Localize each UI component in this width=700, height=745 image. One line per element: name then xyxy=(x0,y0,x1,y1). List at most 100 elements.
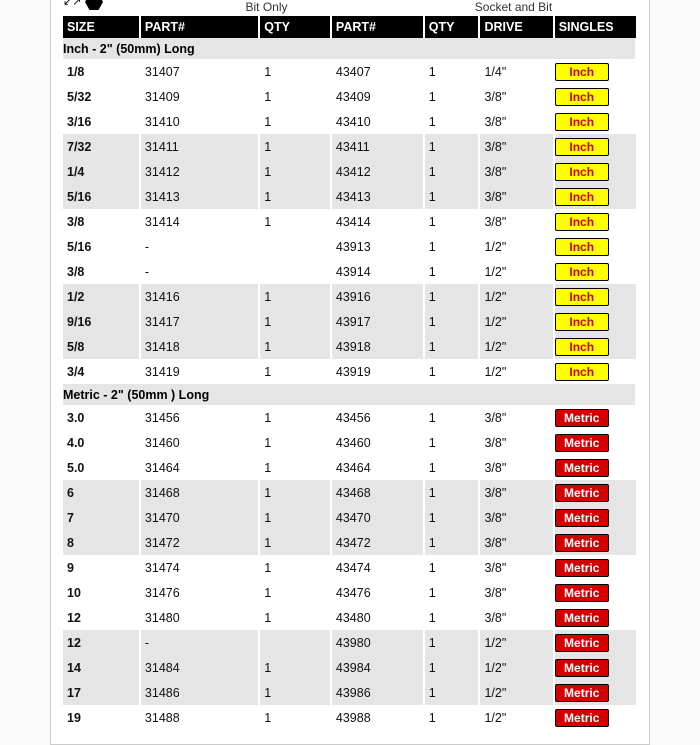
cell-drive: 3/8" xyxy=(479,455,553,480)
cell-tag: Inch xyxy=(554,259,636,284)
unit-tag: Inch xyxy=(555,213,609,231)
cell-qty1: 1 xyxy=(259,605,331,630)
cell-size: 4.0 xyxy=(63,430,140,455)
section-row: Metric - 2" (50mm ) Long xyxy=(63,384,636,405)
cell-part2: 43986 xyxy=(331,680,424,705)
section-row: Inch - 2" (50mm) Long xyxy=(63,38,636,59)
cell-qty2: 1 xyxy=(424,234,480,259)
cell-tag: Metric xyxy=(554,680,636,705)
cell-drive: 1/2" xyxy=(479,359,553,384)
cell-part2: 43918 xyxy=(331,334,424,359)
unit-tag: Metric xyxy=(555,584,609,602)
cell-drive: 3/8" xyxy=(479,430,553,455)
table-header-row: SIZE PART# QTY PART# QTY DRIVE SINGLES xyxy=(63,16,636,38)
cell-size: 1/2 xyxy=(63,284,140,309)
cell-qty2: 1 xyxy=(424,630,480,655)
cell-drive: 1/2" xyxy=(479,334,553,359)
table-row: 3/163141014341013/8"Inch xyxy=(63,109,636,134)
cell-size: 17 xyxy=(63,680,140,705)
table-row: 173148614398611/2"Metric xyxy=(63,680,636,705)
unit-tag: Metric xyxy=(555,509,609,527)
table-row: 5/323140914340913/8"Inch xyxy=(63,84,636,109)
table-row: 5.03146414346413/8"Metric xyxy=(63,455,636,480)
cell-part2: 43917 xyxy=(331,309,424,334)
cell-qty2: 1 xyxy=(424,134,480,159)
cell-size: 5/16 xyxy=(63,184,140,209)
cell-size: 12 xyxy=(63,630,140,655)
cell-tag: Metric xyxy=(554,405,636,430)
cell-part1: 31409 xyxy=(140,84,259,109)
unit-tag: Inch xyxy=(555,338,609,356)
cell-size: 5/8 xyxy=(63,334,140,359)
cell-tag: Metric xyxy=(554,580,636,605)
table-row: 103147614347613/8"Metric xyxy=(63,580,636,605)
cell-tag: Metric xyxy=(554,455,636,480)
cell-qty2: 1 xyxy=(424,530,480,555)
socket-bit-column-header: Socket and Bit xyxy=(390,0,637,16)
cell-drive: 3/8" xyxy=(479,134,553,159)
unit-tag: Metric xyxy=(555,409,609,427)
cell-part2: 43464 xyxy=(331,455,424,480)
cell-part1: 31407 xyxy=(140,59,259,84)
cell-drive: 3/8" xyxy=(479,184,553,209)
table-row: 3/83141414341413/8"Inch xyxy=(63,209,636,234)
cell-tag: Metric xyxy=(554,505,636,530)
col-size: SIZE xyxy=(63,16,140,38)
cell-size: 3/4 xyxy=(63,359,140,384)
cell-qty1: 1 xyxy=(259,405,331,430)
arrow-icon: ↙↗ xyxy=(63,0,81,8)
cell-qty1: 1 xyxy=(259,59,331,84)
cell-part2: 43456 xyxy=(331,405,424,430)
cell-drive: 3/8" xyxy=(479,530,553,555)
section-title: Inch - 2" (50mm) Long xyxy=(63,38,636,59)
unit-tag: Metric xyxy=(555,484,609,502)
cell-size: 1/4 xyxy=(63,159,140,184)
table-row: 1/43141214341213/8"Inch xyxy=(63,159,636,184)
cell-qty1 xyxy=(259,259,331,284)
cell-part2: 43468 xyxy=(331,480,424,505)
table-row: 9/163141714391711/2"Inch xyxy=(63,309,636,334)
cell-tag: Inch xyxy=(554,284,636,309)
cell-drive: 1/2" xyxy=(479,680,553,705)
cell-part2: 43980 xyxy=(331,630,424,655)
table-row: 1/83140714340711/4"Inch xyxy=(63,59,636,84)
cell-part2: 43916 xyxy=(331,284,424,309)
cell-qty2: 1 xyxy=(424,359,480,384)
cell-part1: 31486 xyxy=(140,680,259,705)
cell-tag: Inch xyxy=(554,359,636,384)
cell-tag: Metric xyxy=(554,530,636,555)
cell-part1: - xyxy=(140,234,259,259)
unit-tag: Metric xyxy=(555,609,609,627)
cell-tag: Metric xyxy=(554,430,636,455)
cell-tag: Inch xyxy=(554,309,636,334)
cell-qty2: 1 xyxy=(424,84,480,109)
cell-size: 6 xyxy=(63,480,140,505)
cell-size: 1/8 xyxy=(63,59,140,84)
cell-qty1: 1 xyxy=(259,430,331,455)
table-row: 83147214347213/8"Metric xyxy=(63,530,636,555)
cell-part1: 31410 xyxy=(140,109,259,134)
cell-qty1: 1 xyxy=(259,530,331,555)
cell-part1: 31412 xyxy=(140,159,259,184)
table-row: 193148814398811/2"Metric xyxy=(63,705,636,730)
section-title: Metric - 2" (50mm ) Long xyxy=(63,384,636,405)
cell-qty2: 1 xyxy=(424,334,480,359)
cell-part2: 43409 xyxy=(331,84,424,109)
cell-qty1: 1 xyxy=(259,455,331,480)
cell-drive: 1/2" xyxy=(479,705,553,730)
table-row: 73147014347013/8"Metric xyxy=(63,505,636,530)
unit-tag: Inch xyxy=(555,63,609,81)
unit-tag: Metric xyxy=(555,634,609,652)
cell-size: 14 xyxy=(63,655,140,680)
cell-part2: 43988 xyxy=(331,705,424,730)
cell-qty2: 1 xyxy=(424,655,480,680)
cell-drive: 1/2" xyxy=(479,234,553,259)
cell-qty2: 1 xyxy=(424,455,480,480)
cell-qty2: 1 xyxy=(424,309,480,334)
cell-qty1: 1 xyxy=(259,555,331,580)
cell-qty1: 1 xyxy=(259,334,331,359)
cell-drive: 1/4" xyxy=(479,59,553,84)
col-drive: DRIVE xyxy=(479,16,553,38)
cell-size: 7 xyxy=(63,505,140,530)
cell-size: 3.0 xyxy=(63,405,140,430)
